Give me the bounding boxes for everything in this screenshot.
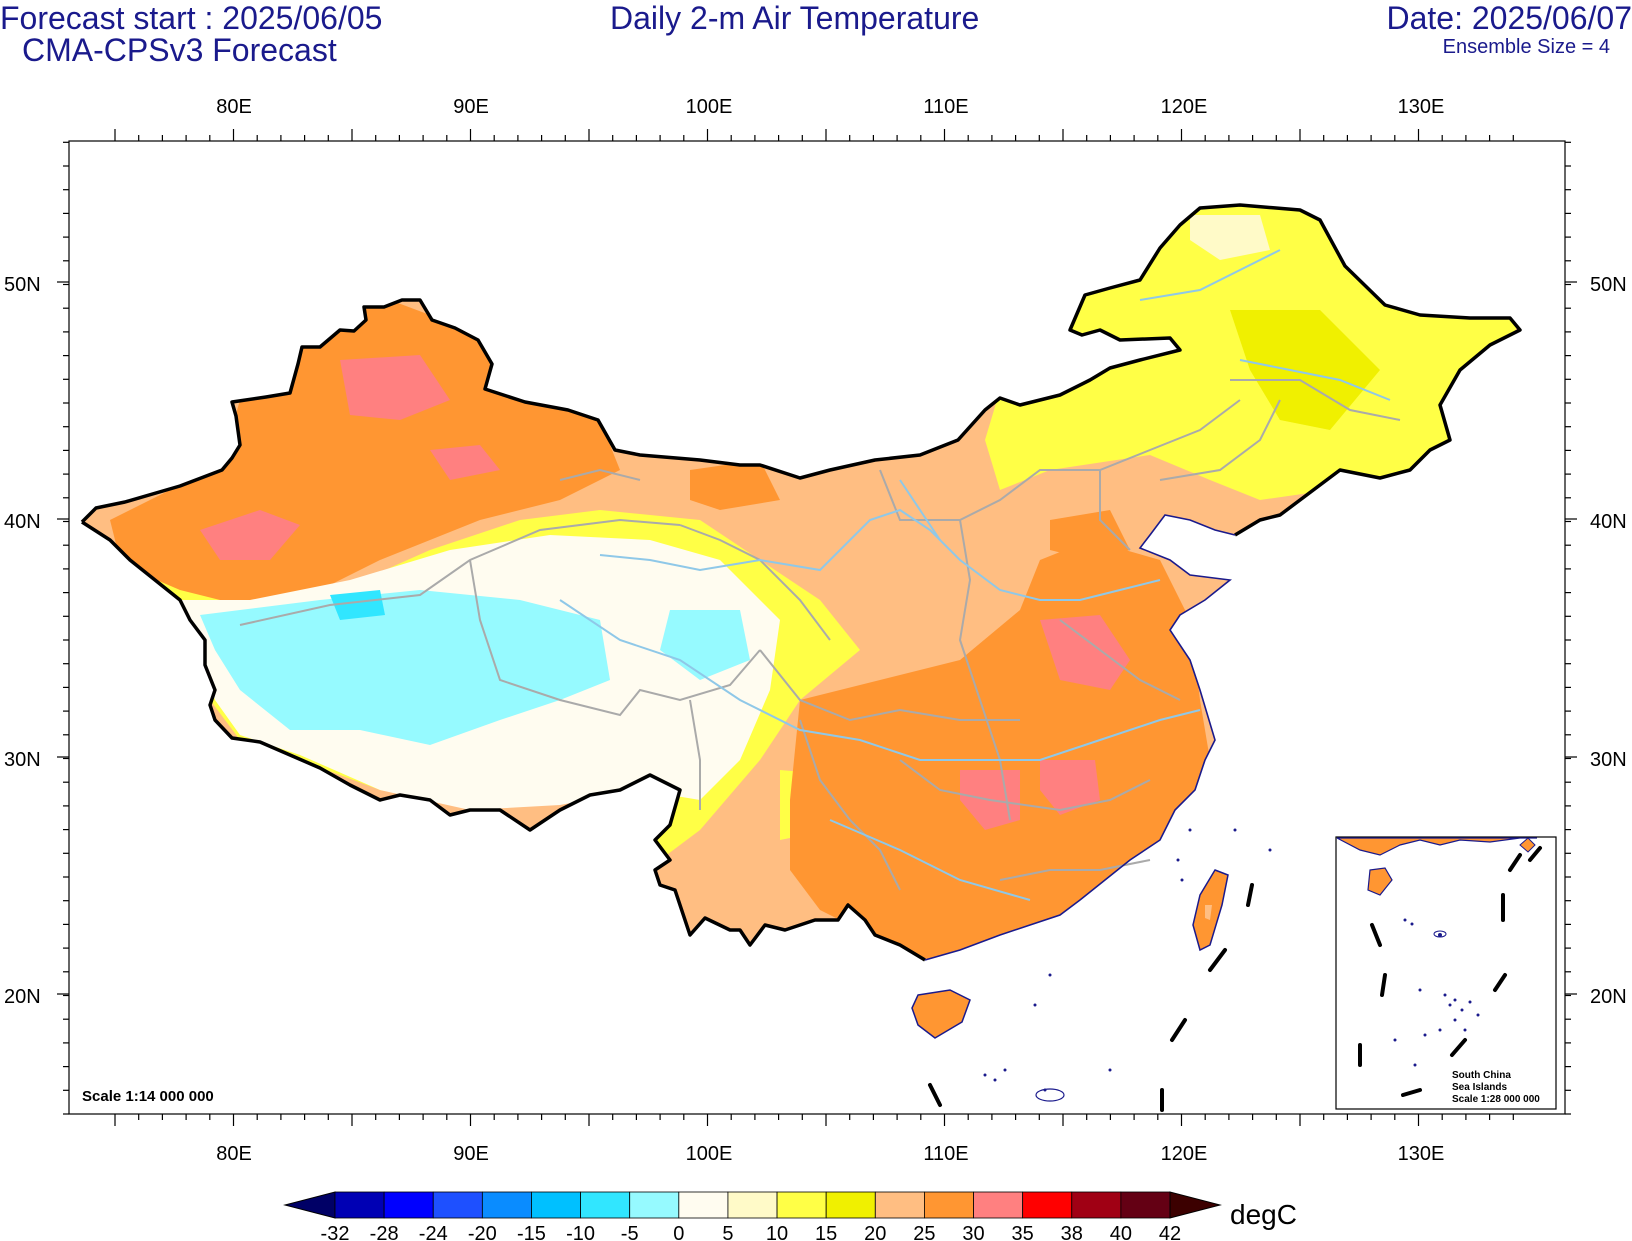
colorbar-level-label: -24 [419,1223,448,1241]
southwest-border [81,520,926,962]
lon-label-top-110e: 110E [923,96,968,118]
lat-label-left-40n: 40N [4,511,41,533]
colorbar-level-label: 5 [722,1223,733,1241]
province-boundaries [239,379,1401,891]
colorbar-box [383,1191,434,1219]
lon-label-bottom-90e: 90E [453,1143,489,1165]
colorbar-box [432,1191,483,1219]
lat-label-left-30n: 30N [4,749,41,771]
colorbar-level-label: 20 [864,1223,886,1241]
lon-label-bottom-100e: 100E [686,1143,733,1165]
rivers [559,249,1391,901]
colorbar-level-label: 15 [815,1223,837,1241]
forecast-start-label: Forecast start : 2025/06/05 [0,0,383,36]
plot-title: Daily 2-m Air Temperature [610,0,980,36]
coastline [924,514,1236,961]
lat-label-right-20n: 20N [1590,986,1627,1008]
colorbar-box [531,1191,581,1219]
lat-label-left-50n: 50N [4,274,41,296]
lon-label-bottom-120e: 120E [1161,1143,1208,1165]
lat-label-right-30n: 30N [1590,749,1627,771]
dash-line-segments [928,883,1254,1112]
national-border [80,203,1522,537]
colorbar-level-label: -20 [468,1223,497,1241]
colorbar-box [481,1191,532,1219]
colorbar-unit-label: degC [1230,1199,1297,1230]
lon-label-top-80e: 80E [216,96,252,118]
colorbar-box [924,1191,974,1219]
valid-date-label: Date: 2025/06/07 [1386,0,1632,36]
colorbar-box [1120,1191,1171,1219]
lon-label-bottom-110e: 110E [923,1143,968,1165]
colorbar-level-label: -15 [517,1223,546,1241]
lat-label-right-40n: 40N [1590,511,1627,533]
colorbar-box [334,1191,385,1219]
colorbar-level-label: 38 [1061,1223,1083,1241]
colorbar-level-label: 30 [962,1223,984,1241]
lon-label-bottom-80e: 80E [216,1143,252,1165]
lon-label-bottom-130e: 130E [1398,1143,1445,1165]
colorbar-box [1071,1191,1122,1219]
colorbar-box [727,1191,778,1219]
inset-title-line1: South China [1452,1070,1511,1081]
axis-ticks [57,129,1577,1126]
colorbar-level-label: 0 [673,1223,684,1241]
inset-title-line2: Sea Islands [1452,1082,1507,1093]
hainan-island [911,989,971,1039]
small-islands [983,828,1272,1092]
colorbar-box [776,1191,827,1219]
colorbar-box [973,1191,1024,1219]
colorbar-box [874,1191,925,1219]
colorbar-level-label: -32 [321,1223,350,1241]
colorbar-level-label: 25 [913,1223,935,1241]
lon-label-top-100e: 100E [686,96,733,118]
colorbar-box [1022,1191,1073,1219]
colorbar-box [580,1191,631,1219]
lon-label-top-120e: 120E [1161,96,1208,118]
colorbar-box [678,1191,729,1219]
lat-label-left-20n: 20N [4,986,41,1008]
colorbar-level-label: 35 [1012,1223,1034,1241]
lat-label-right-50n: 50N [1590,274,1627,296]
colorbar-level-label: -28 [370,1223,399,1241]
colorbar-max-arrow [1169,1191,1222,1219]
south-china-sea-inset: South China Sea Islands Scale 1:28 000 0… [1335,836,1557,1110]
colorbar-box [825,1191,876,1219]
model-name-label: CMA-CPSv3 Forecast [22,32,337,68]
ensemble-size-label: Ensemble Size = 4 [1442,36,1610,58]
colorbar-level-label: -5 [621,1223,639,1241]
map-scale-label: Scale 1:14 000 000 [82,1088,214,1105]
lon-label-top-90e: 90E [453,96,489,118]
colorbar-level-label: 42 [1159,1223,1181,1241]
colorbar-level-label: 40 [1110,1223,1132,1241]
colorbar-level-label: -10 [566,1223,595,1241]
colorbar-box [629,1191,680,1219]
colorbar: -32 -28 -24 -20 -15 -10 -5 0 5 10 15 20 25 30 35 38 40 42 [283,1191,1222,1241]
colorbar-level-label: 10 [766,1223,788,1241]
colorbar-min-arrow [283,1191,336,1219]
lon-label-top-130e: 130E [1398,96,1445,118]
inset-scale-label: Scale 1:28 000 000 [1452,1094,1540,1105]
